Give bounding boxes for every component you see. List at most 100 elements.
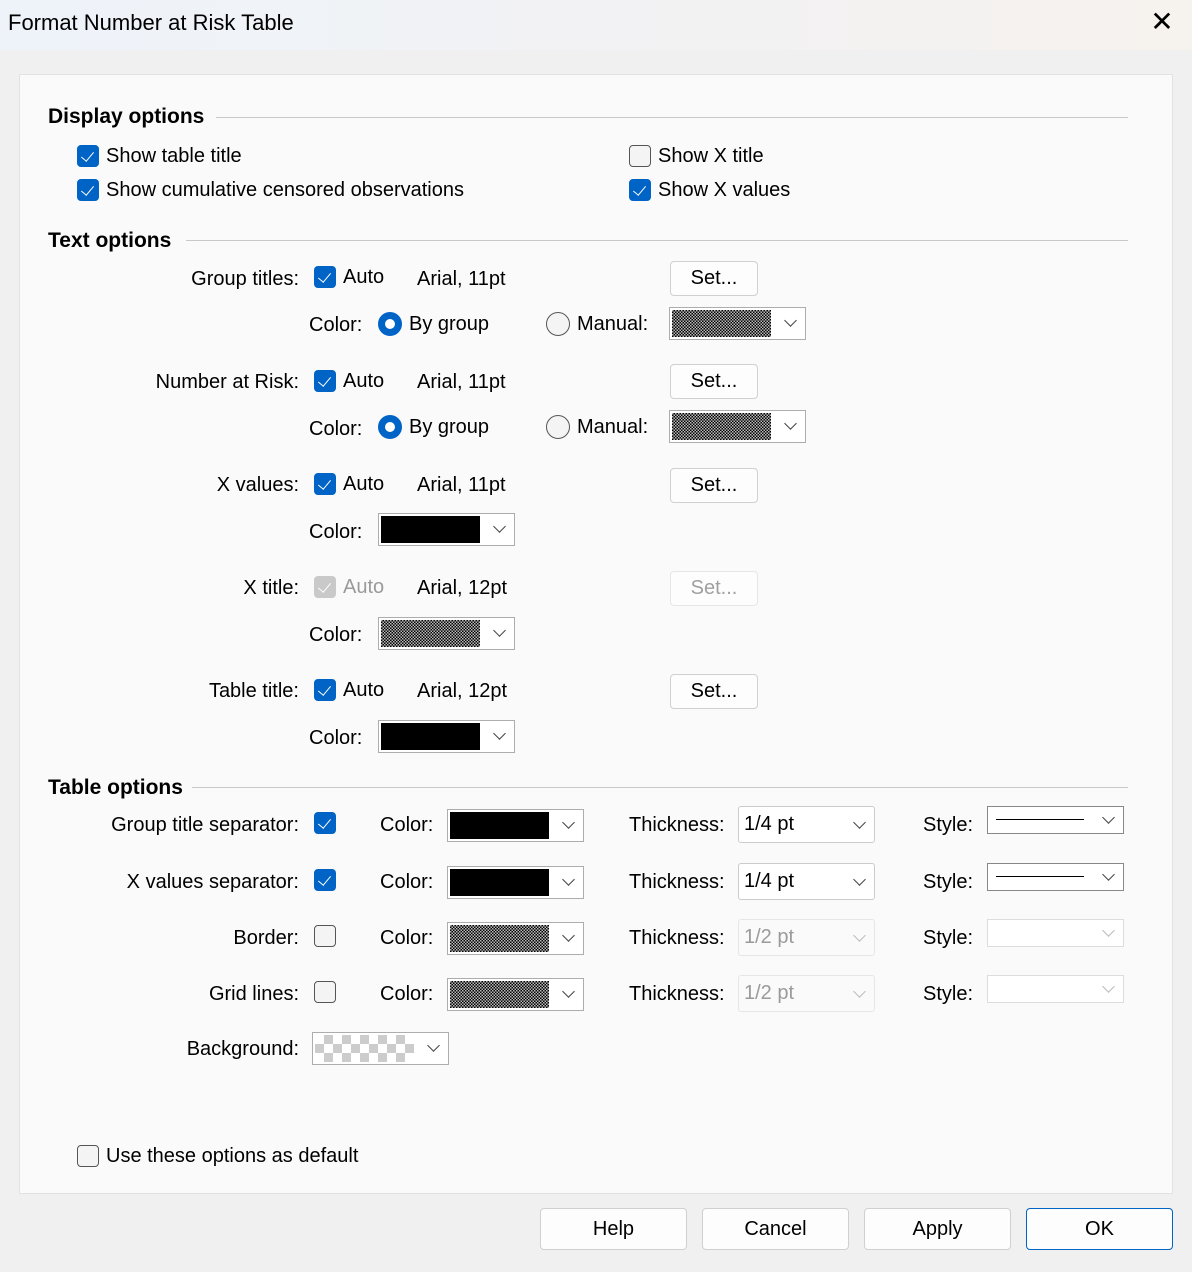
number-at-risk-color-combo[interactable] [669, 410, 806, 443]
style-label: Style: [923, 927, 974, 949]
chevron-down-icon [853, 929, 866, 942]
show-x-title-checkbox[interactable] [629, 145, 651, 167]
chevron-down-icon [562, 816, 575, 829]
x-values-separator-color-combo[interactable] [447, 866, 584, 899]
group-title-separator-style-select[interactable] [987, 806, 1124, 834]
color-label: Color: [309, 314, 363, 336]
divider [186, 240, 1128, 241]
x-title-set-button[interactable]: Set... [670, 571, 758, 606]
chevron-down-icon [562, 929, 575, 942]
thickness-value: 1/2 pt [744, 926, 795, 948]
apply-button[interactable]: Apply [864, 1208, 1011, 1250]
x-values-color-combo[interactable] [378, 513, 515, 546]
x-values-set-button[interactable]: Set... [670, 468, 758, 503]
number-at-risk-by-group-radio[interactable] [378, 415, 402, 439]
thickness-value: 1/2 pt [744, 982, 795, 1004]
group-titles-font: Arial, 11pt [417, 268, 506, 290]
chevron-down-icon [493, 624, 506, 637]
x-title-font: Arial, 12pt [417, 577, 508, 599]
grid-lines-checkbox[interactable] [314, 981, 336, 1003]
chevron-down-icon [493, 727, 506, 740]
show-cumulative-censored-label: Show cumulative censored observations [106, 179, 464, 201]
x-title-auto-checkbox[interactable] [314, 576, 336, 598]
help-button[interactable]: Help [540, 1208, 687, 1250]
ok-button[interactable]: OK [1026, 1208, 1173, 1250]
color-label: Color: [309, 727, 363, 749]
background-color-combo[interactable] [312, 1032, 449, 1065]
divider [216, 117, 1128, 118]
border-checkbox[interactable] [314, 925, 336, 947]
border-thickness-select[interactable]: 1/2 pt [738, 919, 875, 956]
show-cumulative-censored-checkbox[interactable] [77, 179, 99, 201]
style-label: Style: [923, 983, 974, 1005]
close-icon[interactable]: ✕ [1150, 6, 1174, 37]
group-titles-by-group-radio[interactable] [378, 312, 402, 336]
color-label: Color: [380, 871, 434, 893]
x-values-separator-thickness-select[interactable]: 1/4 pt [738, 863, 875, 900]
color-label: Color: [309, 418, 363, 440]
auto-label: Auto [343, 576, 385, 598]
color-label: Color: [380, 927, 434, 949]
group-titles-auto-checkbox[interactable] [314, 266, 336, 288]
color-swatch [315, 1035, 414, 1062]
group-titles-manual-radio[interactable] [546, 312, 570, 336]
auto-label: Auto [343, 473, 385, 495]
color-label: Color: [309, 521, 363, 543]
x-values-separator-style-select[interactable] [987, 863, 1124, 891]
color-swatch [450, 981, 549, 1008]
show-x-title-label: Show X title [658, 145, 764, 167]
table-title-set-button[interactable]: Set... [670, 674, 758, 709]
x-values-separator-checkbox[interactable] [314, 869, 336, 891]
display-options-header: Display options [48, 105, 205, 128]
show-table-title-label: Show table title [106, 145, 242, 167]
thickness-label: Thickness: [629, 814, 725, 836]
manual-label: Manual: [577, 313, 649, 335]
x-values-auto-checkbox[interactable] [314, 473, 336, 495]
auto-label: Auto [343, 370, 385, 392]
table-title-label: Table title: [208, 680, 299, 702]
number-at-risk-auto-checkbox[interactable] [314, 370, 336, 392]
chevron-down-icon [1102, 980, 1115, 993]
group-title-separator-thickness-select[interactable]: 1/4 pt [738, 806, 875, 843]
cancel-button[interactable]: Cancel [702, 1208, 849, 1250]
text-options-header: Text options [48, 229, 172, 252]
color-swatch [450, 869, 549, 896]
table-title-color-combo[interactable] [378, 720, 515, 753]
style-label: Style: [923, 814, 974, 836]
grid-lines-style-select[interactable] [987, 975, 1124, 1003]
chevron-down-icon [853, 985, 866, 998]
x-values-separator-label: X values separator: [126, 871, 299, 893]
show-x-values-checkbox[interactable] [629, 179, 651, 201]
auto-label: Auto [343, 679, 385, 701]
color-swatch [381, 723, 480, 750]
number-at-risk-manual-radio[interactable] [546, 415, 570, 439]
show-table-title-checkbox[interactable] [77, 145, 99, 167]
chevron-down-icon [853, 816, 866, 829]
color-label: Color: [380, 814, 434, 836]
group-titles-label: Group titles: [191, 268, 299, 290]
color-swatch [450, 812, 549, 839]
manual-label: Manual: [577, 416, 649, 438]
color-label: Color: [380, 983, 434, 1005]
line-style-preview [996, 819, 1084, 820]
number-at-risk-set-button[interactable]: Set... [670, 364, 758, 399]
color-swatch [381, 620, 480, 647]
group-title-separator-checkbox[interactable] [314, 812, 336, 834]
x-title-color-combo[interactable] [378, 617, 515, 650]
group-title-separator-label: Group title separator: [111, 814, 299, 836]
use-as-default-checkbox[interactable] [77, 1145, 99, 1167]
group-title-separator-color-combo[interactable] [447, 809, 584, 842]
grid-lines-thickness-select[interactable]: 1/2 pt [738, 975, 875, 1012]
x-title-label: X title: [243, 577, 299, 599]
grid-lines-color-combo[interactable] [447, 978, 584, 1011]
border-color-combo[interactable] [447, 922, 584, 955]
chevron-down-icon [784, 417, 797, 430]
table-title-auto-checkbox[interactable] [314, 679, 336, 701]
border-style-select[interactable] [987, 919, 1124, 947]
chevron-down-icon [562, 985, 575, 998]
group-titles-set-button[interactable]: Set... [670, 261, 758, 296]
window-title: Format Number at Risk Table [8, 10, 294, 35]
divider [192, 787, 1128, 788]
group-titles-color-combo[interactable] [669, 307, 806, 340]
number-at-risk-font: Arial, 11pt [417, 371, 506, 393]
